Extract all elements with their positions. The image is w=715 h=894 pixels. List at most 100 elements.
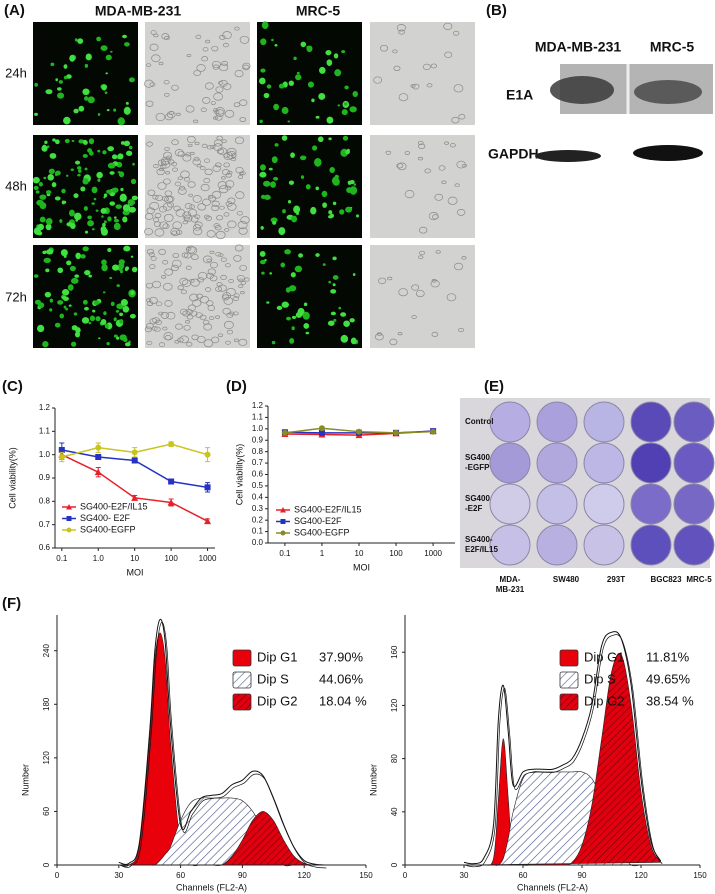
cell: [212, 165, 221, 172]
cell: [291, 326, 295, 331]
cell: [32, 176, 40, 184]
cell: [202, 97, 211, 104]
marker: [131, 494, 139, 501]
cell: [182, 154, 192, 162]
cell: [159, 206, 168, 213]
cell: [226, 329, 234, 335]
cell: [60, 249, 68, 257]
marker: [131, 449, 138, 456]
cell: [456, 160, 466, 169]
x-tick-label: 10: [355, 549, 364, 558]
cell: [326, 116, 334, 124]
cell: [211, 45, 219, 52]
cell: [259, 119, 263, 124]
legend-swatch: [559, 693, 579, 711]
x-tick-label: 0: [403, 871, 408, 880]
cell: [204, 168, 213, 176]
cell: [289, 285, 297, 292]
cell: [259, 171, 267, 178]
cell: [175, 230, 183, 235]
cell: [63, 64, 68, 69]
y-axis-title: Cell viability(%): [7, 447, 17, 509]
cell: [45, 223, 52, 231]
cell: [201, 56, 209, 62]
cell: [192, 195, 202, 203]
cell: [200, 107, 207, 113]
legend-label: Dip G2: [584, 693, 624, 708]
column-header: MDA-MB-231: [535, 39, 622, 55]
cell: [211, 200, 220, 208]
marker: [94, 468, 102, 476]
cell: [158, 248, 166, 255]
cell: [103, 220, 107, 224]
column-label: MRC-5: [686, 575, 712, 584]
cell: [64, 138, 70, 144]
cell: [149, 43, 159, 51]
cell: [75, 252, 81, 260]
cell: [281, 135, 288, 141]
cell: [91, 186, 98, 194]
legend-label: Dip S: [257, 671, 289, 686]
cell: [217, 181, 228, 190]
cell: [237, 175, 244, 179]
cell: [202, 319, 210, 325]
legend-value: 38.54 %: [646, 693, 694, 708]
cell: [272, 220, 277, 225]
cell: [206, 230, 216, 238]
cell: [259, 164, 266, 171]
marker: [95, 454, 102, 460]
cell: [215, 86, 224, 93]
cell: [260, 38, 267, 46]
cell: [115, 204, 122, 209]
cell: [179, 277, 189, 286]
cell: [330, 213, 334, 218]
x-tick-label: 0.1: [279, 549, 291, 558]
x-tick-label: 90: [238, 871, 247, 880]
cell: [187, 143, 193, 148]
cell: [317, 136, 324, 143]
x-axis-title: Channels (FL2-A): [176, 882, 247, 892]
cell: [38, 182, 43, 187]
cell: [109, 276, 113, 280]
cell: [48, 168, 55, 175]
cell: [191, 254, 199, 261]
cell: [155, 112, 166, 122]
cell: [81, 317, 90, 324]
column-label: 293T: [607, 575, 625, 584]
x-tick-label: 120: [298, 871, 312, 880]
cell: [195, 34, 202, 39]
cell: [318, 92, 326, 100]
cell: [430, 63, 438, 69]
cell: [63, 200, 67, 204]
cell: [209, 250, 215, 255]
y-tick-label: 0: [42, 862, 51, 867]
cell: [172, 221, 183, 230]
cell: [174, 181, 181, 187]
cell: [42, 144, 47, 151]
cell: [164, 146, 170, 151]
cell: [193, 119, 199, 124]
cell: [119, 312, 124, 317]
y-tick-label: 0: [390, 862, 399, 867]
cell: [164, 334, 172, 341]
cell: [68, 209, 75, 217]
cell: [329, 167, 335, 174]
cell: [187, 181, 196, 188]
cell: [270, 217, 278, 223]
cell: [404, 190, 415, 199]
cell: [82, 299, 88, 305]
cell: [202, 47, 209, 52]
column-label: SW480: [553, 575, 580, 584]
cell: [144, 79, 154, 88]
cell: [415, 289, 425, 298]
micrograph: [370, 135, 475, 238]
cell: [449, 143, 456, 148]
cell: [352, 273, 356, 276]
cell: [113, 108, 117, 112]
cell: [227, 170, 233, 175]
cell: [302, 311, 310, 320]
cell: [220, 176, 226, 180]
blot-band: [633, 145, 703, 161]
cell: [298, 253, 304, 258]
cell: [266, 301, 270, 304]
